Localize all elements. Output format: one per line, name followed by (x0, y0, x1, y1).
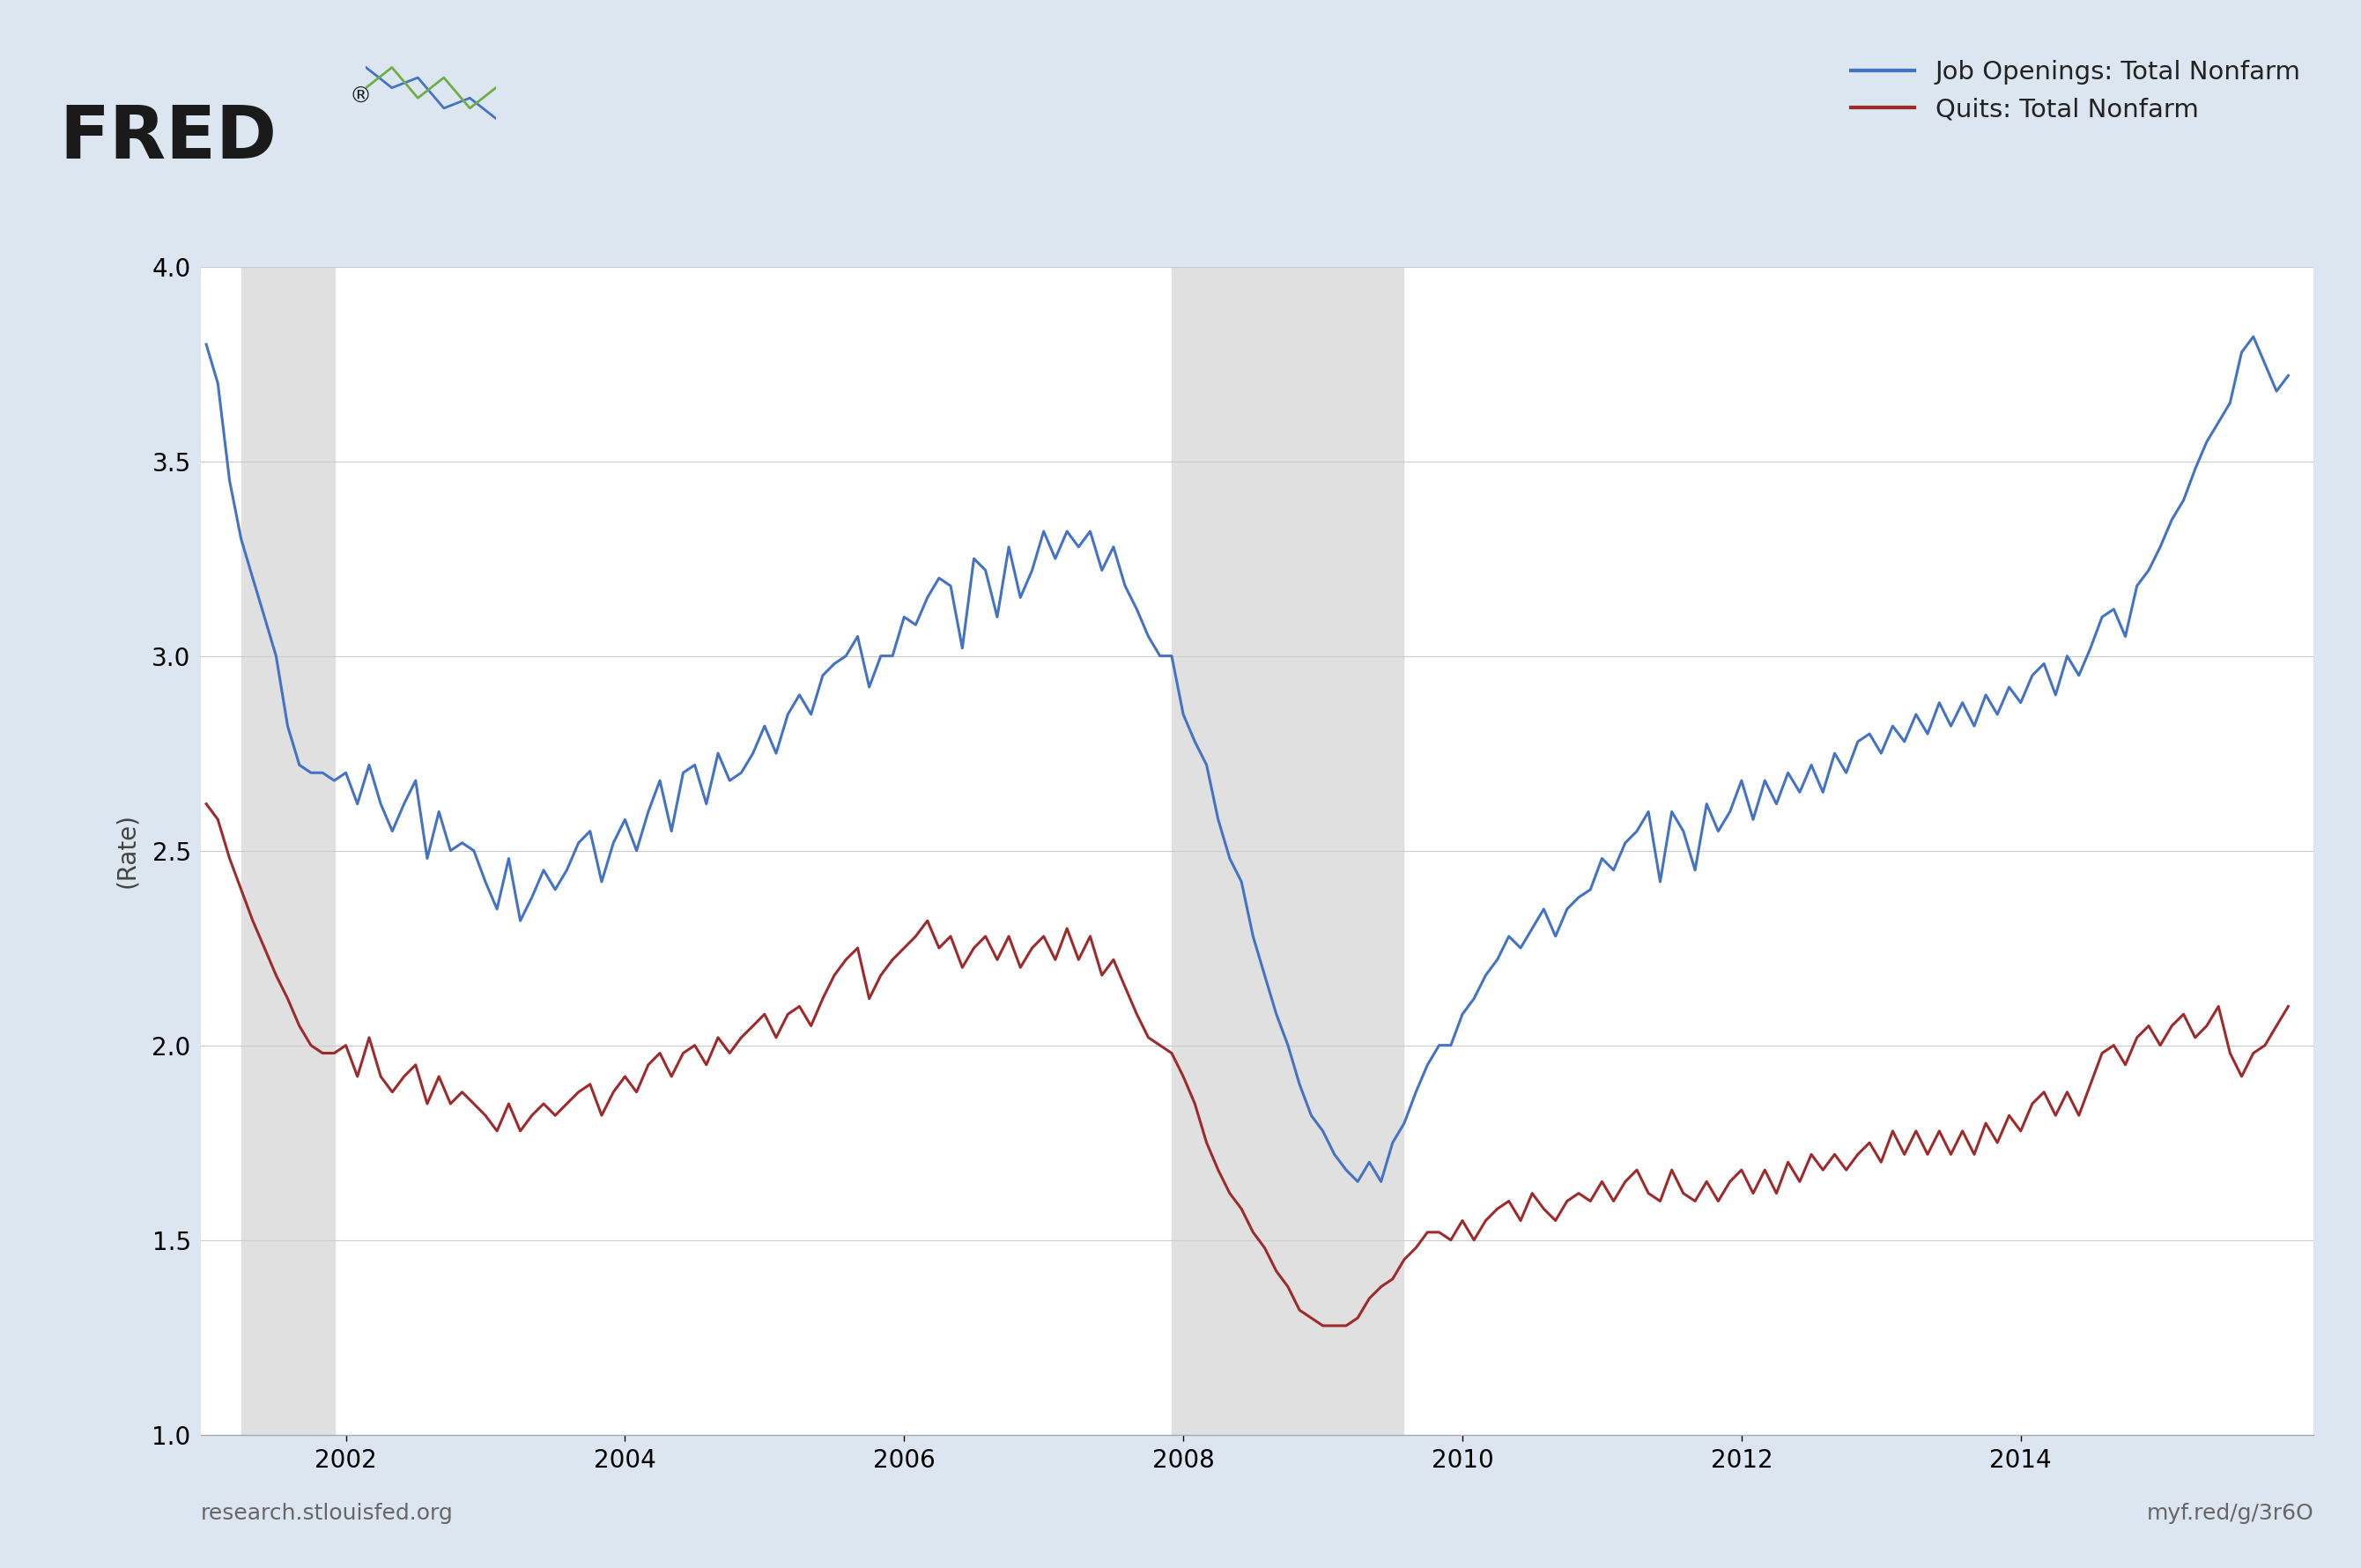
Text: ®: ® (349, 86, 371, 107)
Text: FRED: FRED (59, 102, 276, 174)
Bar (1171, 267, 1405, 1435)
Legend: Job Openings: Total Nonfarm, Quits: Total Nonfarm: Job Openings: Total Nonfarm, Quits: Tota… (1851, 60, 2302, 122)
Bar (241, 267, 335, 1435)
Y-axis label: (Rate): (Rate) (116, 814, 139, 887)
Text: research.stlouisfed.org: research.stlouisfed.org (201, 1504, 453, 1524)
Text: myf.red/g/3r6O: myf.red/g/3r6O (2146, 1504, 2314, 1524)
